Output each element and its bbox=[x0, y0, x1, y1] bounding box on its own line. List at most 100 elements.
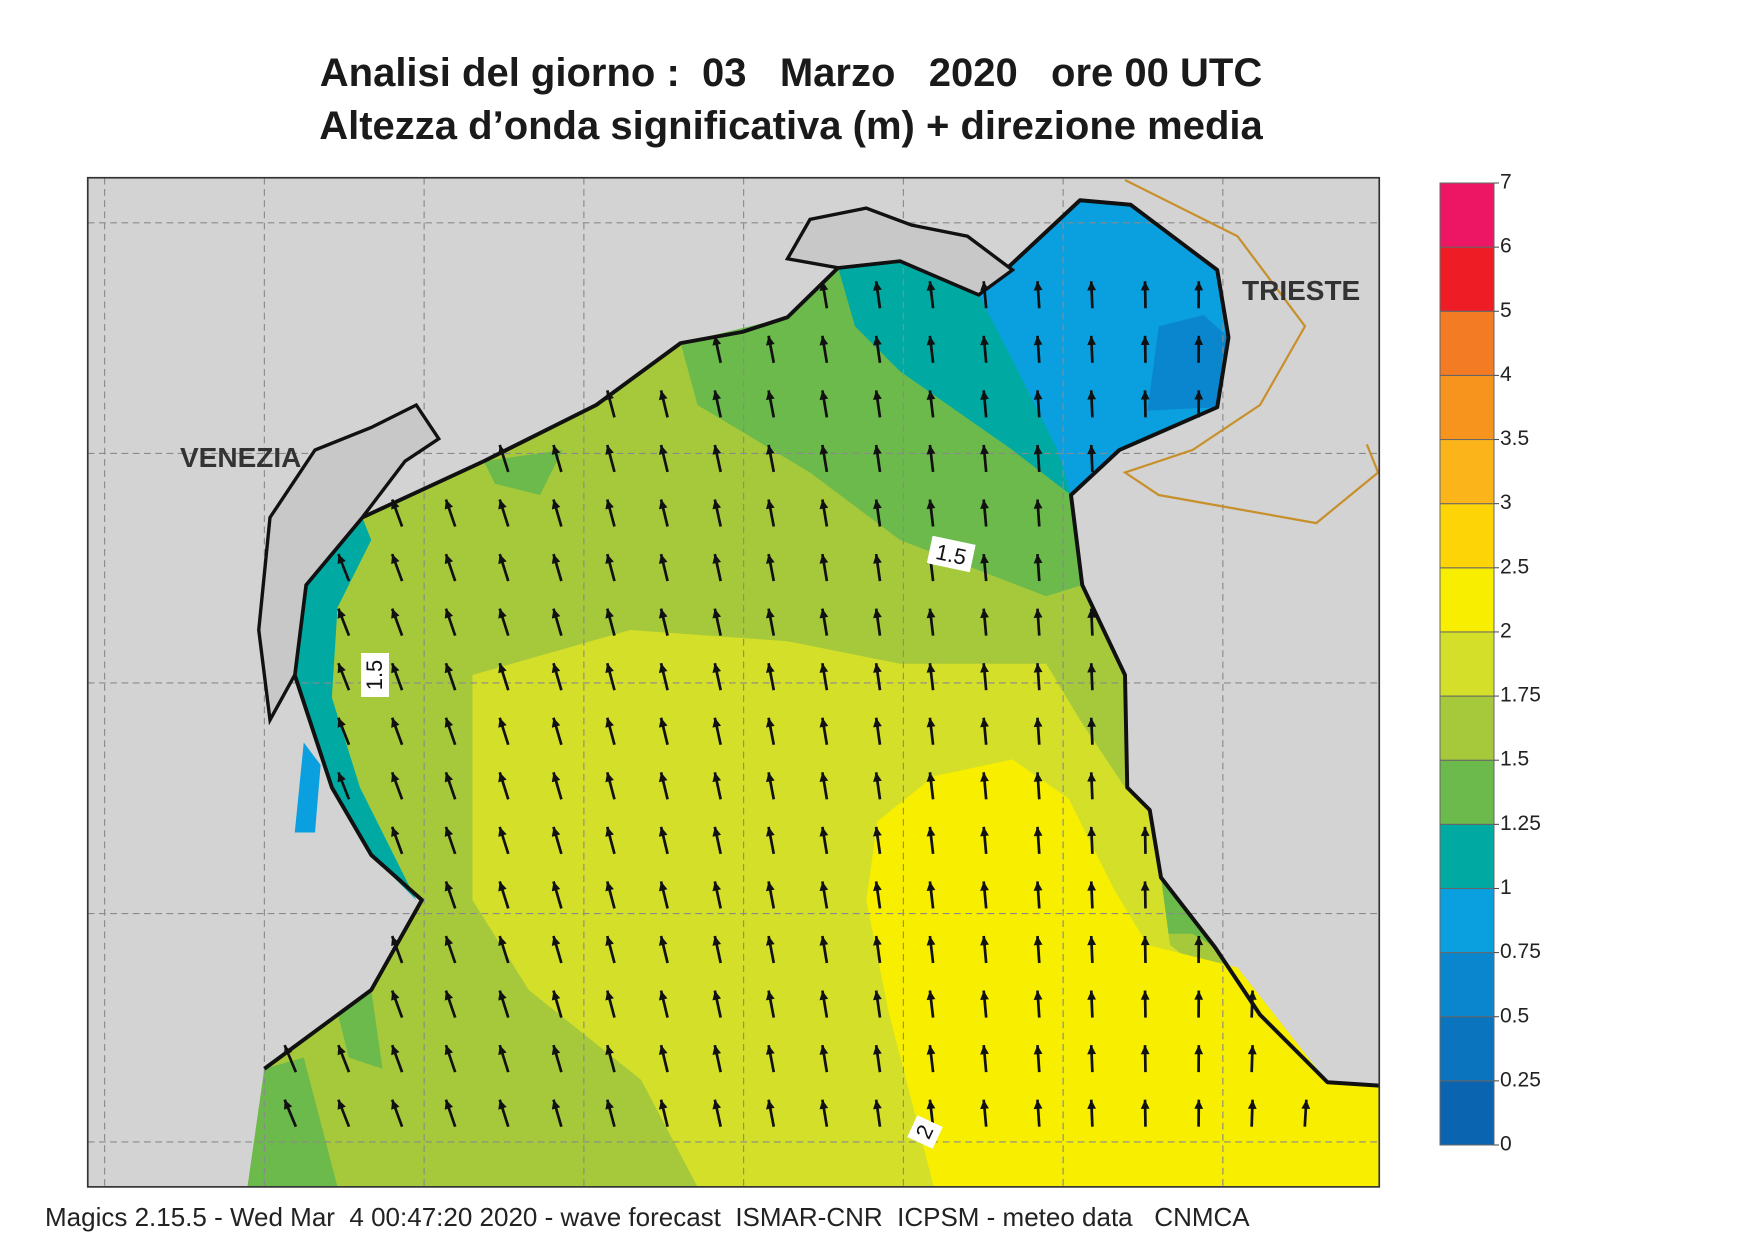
arrow-head bbox=[605, 772, 614, 783]
arrow-head bbox=[551, 608, 561, 619]
colorbar-tick-label: 2 bbox=[1500, 619, 1512, 642]
arrow-head bbox=[658, 499, 668, 510]
arrow-head bbox=[1087, 936, 1097, 946]
arrow-head bbox=[712, 335, 722, 346]
arrow-head bbox=[819, 772, 829, 783]
arrow-head bbox=[765, 717, 775, 728]
arrow-head bbox=[1033, 554, 1043, 564]
arrow-head bbox=[873, 335, 882, 346]
arrow-head bbox=[765, 1045, 775, 1055]
arrow-head bbox=[873, 608, 882, 619]
arrow-head bbox=[337, 554, 346, 565]
arrow-head bbox=[819, 717, 829, 728]
arrow-head bbox=[873, 1045, 882, 1055]
arrow-head bbox=[1087, 281, 1097, 291]
arrow-head bbox=[551, 1099, 561, 1110]
arrow-head bbox=[980, 554, 989, 564]
colorbar-tick-label: 1.25 bbox=[1500, 812, 1541, 835]
arrow-head bbox=[980, 335, 989, 346]
colorbar-box bbox=[1439, 310, 1495, 376]
arrow-head bbox=[819, 936, 829, 946]
arrow-head bbox=[1033, 772, 1043, 782]
title-line: Analisi del giorno : 03 Marzo 2020 ore 0… bbox=[320, 51, 1262, 95]
arrow-head bbox=[498, 717, 507, 728]
arrow-head bbox=[1140, 826, 1150, 837]
arrow-head bbox=[712, 499, 722, 510]
arrow-head bbox=[926, 608, 936, 619]
arrow-head bbox=[337, 1099, 346, 1110]
arrow-head bbox=[551, 881, 561, 892]
arrow-head bbox=[605, 936, 614, 946]
arrow-head bbox=[712, 717, 722, 728]
arrow-head bbox=[712, 772, 722, 783]
arrow-head bbox=[605, 390, 614, 401]
zone bbox=[294, 200, 1229, 833]
arrow-head bbox=[1033, 717, 1043, 728]
arrow-head bbox=[1140, 990, 1150, 1000]
contour-label: 1.5 bbox=[361, 653, 389, 697]
arrow-head bbox=[1087, 390, 1097, 400]
arrow-head bbox=[605, 499, 614, 510]
arrow-head bbox=[1087, 881, 1097, 891]
colorbar-box bbox=[1439, 695, 1495, 761]
map bbox=[86, 176, 1381, 1188]
arrow-head bbox=[980, 499, 989, 509]
arrow-head bbox=[873, 390, 882, 401]
arrow-head bbox=[712, 1099, 722, 1110]
colorbar-tick-label: 3.5 bbox=[1500, 427, 1529, 450]
arrow-head bbox=[765, 663, 775, 673]
arrow-head bbox=[605, 881, 614, 892]
contour-label-text: 1.5 bbox=[362, 660, 387, 691]
arrow-head bbox=[765, 554, 775, 564]
colorbar: 0 0.25 0.5 0.75 1 1.25 1.5 1.75 2 2.5 3 3.5 4 5 6 7 bbox=[1439, 171, 1541, 1156]
arrow-head bbox=[926, 444, 936, 455]
colorbar-box bbox=[1439, 182, 1495, 248]
arrow-head bbox=[658, 608, 668, 619]
colorbar-box bbox=[1439, 1080, 1495, 1146]
arrow-head bbox=[980, 608, 989, 619]
colorbar-box bbox=[1439, 887, 1495, 954]
arrow-head bbox=[551, 1045, 561, 1056]
arrow-head bbox=[712, 826, 722, 837]
arrow-head bbox=[819, 554, 829, 564]
footer: Magics 2.15.5 - Wed Mar 4 00:47:20 2020 … bbox=[45, 1202, 1250, 1232]
arrow-head bbox=[1087, 608, 1097, 618]
arrow-head bbox=[551, 717, 561, 728]
arrows bbox=[283, 281, 1311, 1128]
arrow-head bbox=[498, 990, 507, 1001]
arrow-head bbox=[1140, 1045, 1150, 1055]
arrow-head bbox=[444, 772, 454, 783]
arrow-head bbox=[1140, 281, 1150, 291]
arrow-head bbox=[658, 717, 668, 728]
arrow-head bbox=[765, 499, 775, 510]
arrow-head bbox=[391, 1045, 400, 1056]
arrow-head bbox=[1033, 990, 1043, 1000]
arrow-head bbox=[498, 772, 507, 783]
arrow-head bbox=[873, 499, 882, 510]
colorbar-box bbox=[1439, 952, 1495, 1018]
arrow-head bbox=[1087, 717, 1097, 728]
arrow-head bbox=[284, 1045, 293, 1056]
arrow-head bbox=[1301, 1099, 1311, 1110]
arrow-head bbox=[765, 826, 775, 837]
arrow-head bbox=[551, 990, 561, 1001]
arrow-head bbox=[1033, 390, 1043, 400]
arrow-head bbox=[980, 772, 989, 782]
arrow-head bbox=[444, 1045, 454, 1056]
arrow-head bbox=[873, 990, 882, 1001]
arrow-head bbox=[926, 499, 936, 510]
arrow-head bbox=[391, 826, 400, 837]
zone bbox=[294, 261, 1071, 900]
colorbar-box bbox=[1439, 503, 1495, 569]
arrow-head bbox=[712, 990, 722, 1001]
arrow-head bbox=[1033, 335, 1043, 346]
colorbar-tick-label: 0 bbox=[1500, 1133, 1512, 1156]
arrow-head bbox=[819, 881, 829, 892]
arrow-head bbox=[712, 390, 722, 401]
zone bbox=[1147, 315, 1229, 411]
arrow-head bbox=[658, 444, 668, 455]
arrow-head bbox=[1194, 390, 1204, 400]
colorbar-box bbox=[1439, 631, 1495, 697]
arrow-head bbox=[926, 772, 936, 782]
arrow-head bbox=[873, 663, 882, 673]
